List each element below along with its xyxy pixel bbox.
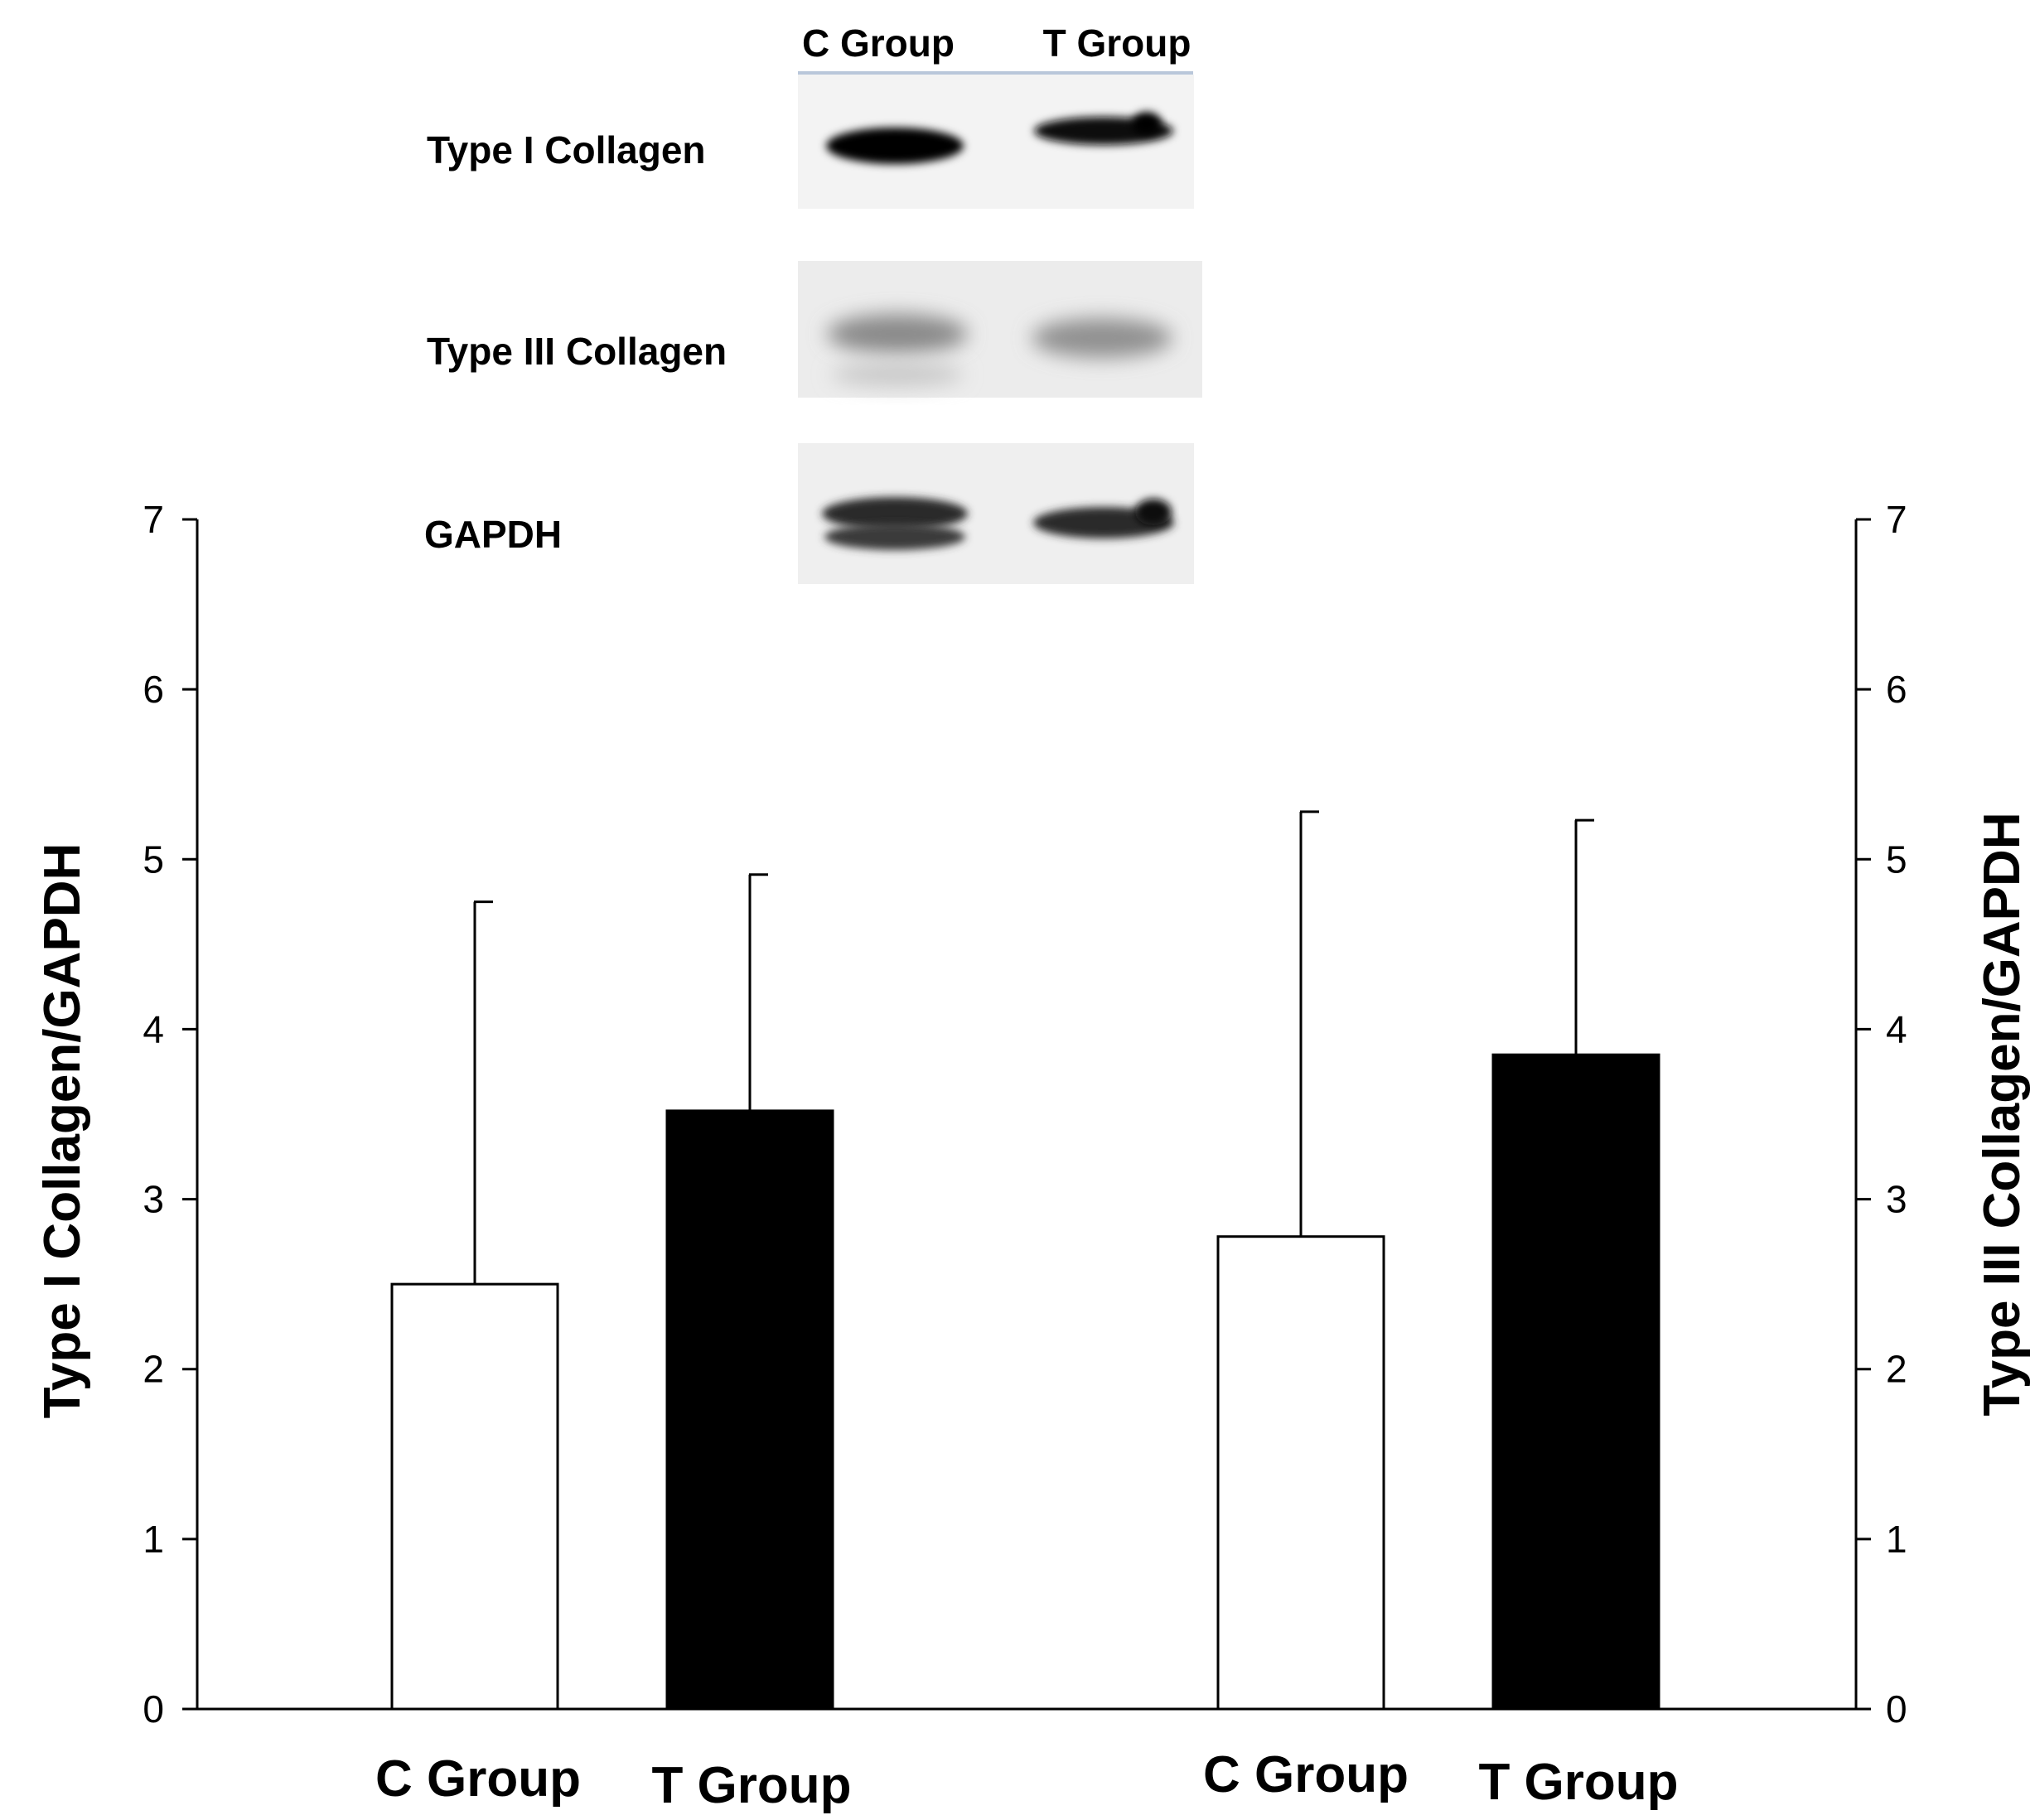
blot-row-gapdh-image [798,443,1194,584]
bar-type-iii-t [1491,1053,1660,1711]
blot-row-label-type-iii: Type III Collagen [427,330,727,373]
category-label-type-iii-t: T Group [1478,1754,1678,1811]
y-axis-left-title: Type I Collagen/GAPDH [34,843,91,1419]
y-tick-label-left-4: 4 [143,1007,164,1050]
blot-lane-label-t: T Group [1043,22,1192,65]
y-tick-label-right-1: 1 [1886,1518,1907,1561]
blot-row-type-i-image [798,75,1194,209]
y-tick-label-right-4: 4 [1886,1007,1907,1050]
blot-lane-label-c: C Group [802,22,955,65]
category-labels: C Group T Group C Group T Group [375,1746,1679,1814]
bars [390,1053,1660,1711]
y-tick-label-left-3: 3 [143,1178,164,1221]
y-tick-label-right-7: 7 [1886,498,1907,541]
y-tick-label-left-1: 1 [143,1518,164,1561]
y-tick-label-right-3: 3 [1886,1178,1907,1221]
error-bars [473,810,1594,1285]
bar-type-iii-c [1216,1235,1385,1711]
y-tick-label-right-2: 2 [1886,1348,1907,1391]
western-blot: C Group T Group Type I Collagen Type III… [424,22,1202,584]
y-axis-right-ticks: 0 1 2 3 4 5 6 7 [1856,498,1907,1731]
plot-area: 0 1 2 3 4 5 6 7 0 1 2 3 4 5 6 7 [143,498,1907,1731]
y-tick-label-right-6: 6 [1886,668,1907,711]
bar-type-i-t [665,1109,834,1711]
category-label-type-i-c: C Group [375,1750,581,1808]
blot-row-label-type-i: Type I Collagen [427,128,706,171]
y-axis-right-title: Type III Collagen/GAPDH [1974,812,2031,1416]
y-tick-label-right-0: 0 [1886,1687,1907,1731]
category-label-type-i-t: T Group [651,1757,851,1814]
y-axis-left-ticks: 0 1 2 3 4 5 6 7 [143,498,197,1731]
y-tick-label-left-0: 0 [143,1687,164,1731]
y-tick-label-right-5: 5 [1886,838,1907,881]
category-label-type-iii-c: C Group [1203,1746,1409,1803]
blot-row-type-iii-image [798,261,1202,398]
y-tick-label-left-7: 7 [143,498,164,541]
blot-row-label-gapdh: GAPDH [424,513,562,556]
y-tick-label-left-5: 5 [143,838,164,881]
y-tick-label-left-6: 6 [143,668,164,711]
y-tick-label-left-2: 2 [143,1348,164,1391]
bar-type-i-c [390,1282,559,1711]
